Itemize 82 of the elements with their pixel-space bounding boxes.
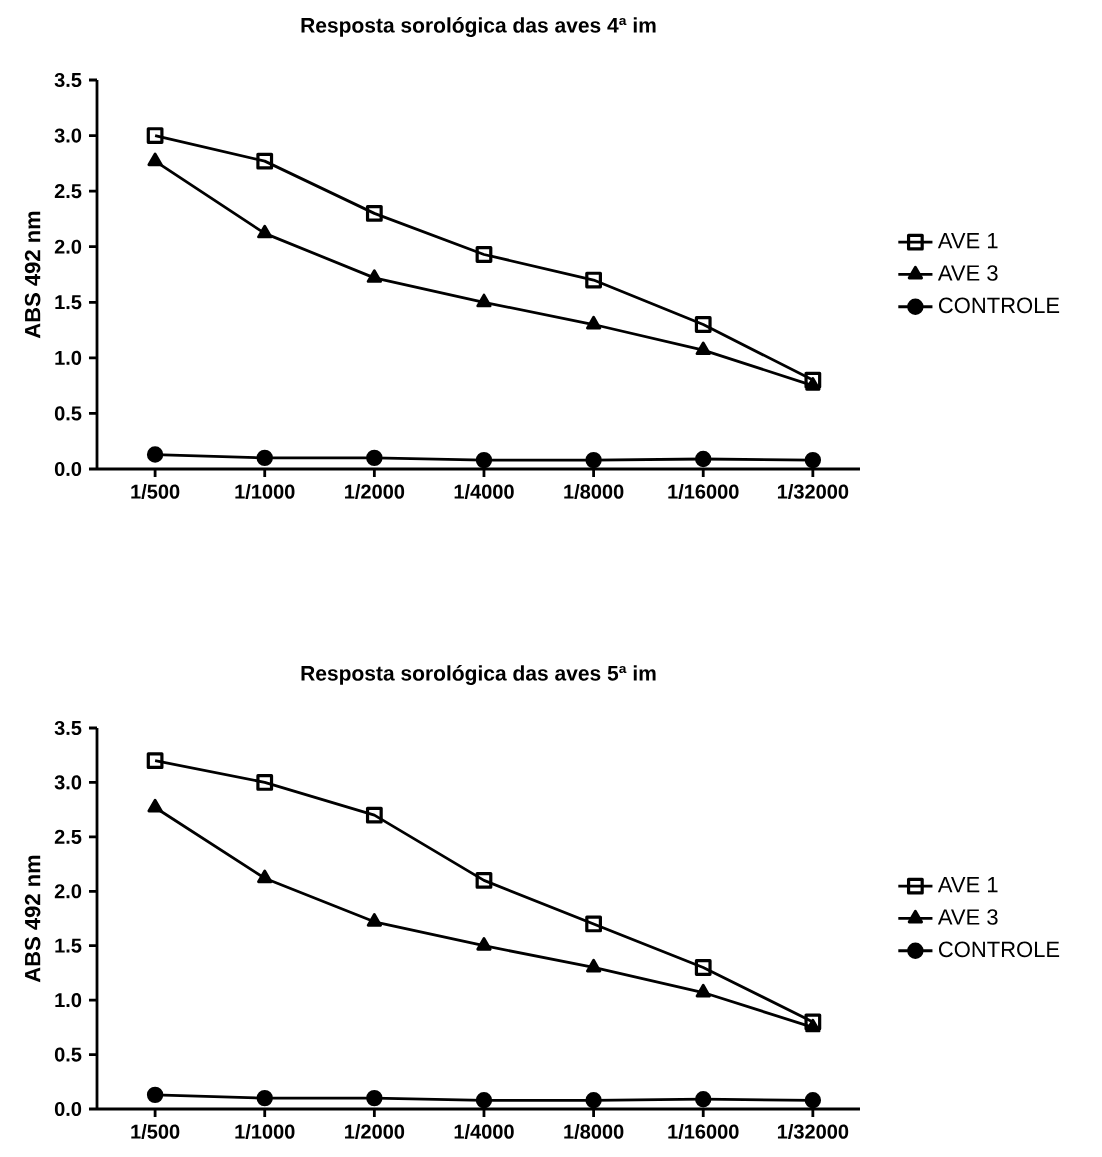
y-tick-label: 3.5 bbox=[54, 72, 82, 88]
point bbox=[804, 1013, 822, 1031]
point bbox=[146, 127, 164, 144]
chart-title: Resposta sorológica das aves 5ª im bbox=[301, 665, 656, 685]
x-tick-label: 1/32000 bbox=[777, 484, 849, 499]
x-tick-label: 1/2000 bbox=[345, 1124, 405, 1139]
point bbox=[476, 937, 492, 951]
x-tick-label: 1/32000 bbox=[777, 1124, 849, 1139]
legend-label: AVE 1 bbox=[937, 877, 998, 893]
x-tick-label: 1/500 bbox=[131, 484, 180, 499]
y-tick-label: 2.5 bbox=[54, 829, 82, 844]
x-tick-label: 1/500 bbox=[131, 1124, 180, 1139]
point bbox=[256, 774, 274, 791]
point bbox=[146, 752, 164, 770]
point bbox=[585, 1092, 602, 1109]
point bbox=[147, 798, 163, 813]
legend-label: AVE 1 bbox=[937, 233, 998, 249]
y-axis-title: ABS 492 nm bbox=[24, 855, 41, 983]
x-tick-label: 1/1000 bbox=[235, 484, 295, 499]
y-tick-label: 0.0 bbox=[54, 1101, 82, 1117]
point bbox=[475, 871, 493, 889]
y-tick-label: 2.0 bbox=[54, 239, 82, 254]
point bbox=[365, 204, 383, 222]
point bbox=[694, 316, 712, 333]
point bbox=[366, 449, 383, 467]
y-tick-label: 1.0 bbox=[55, 350, 82, 365]
y-axis-title: ABS 492 nm bbox=[24, 211, 41, 339]
point bbox=[256, 152, 274, 170]
point bbox=[585, 958, 602, 973]
point bbox=[256, 1089, 273, 1107]
y-tick-label: 3.5 bbox=[54, 720, 82, 736]
point bbox=[695, 983, 711, 998]
point bbox=[366, 1089, 383, 1107]
point bbox=[257, 869, 273, 884]
y-tick-label: 2.5 bbox=[54, 184, 82, 199]
point bbox=[147, 152, 163, 167]
point bbox=[365, 806, 383, 824]
y-tick-label: 3.0 bbox=[54, 128, 82, 143]
x-tick-label: 1/16000 bbox=[668, 484, 739, 499]
y-tick-label: 0.5 bbox=[54, 1047, 82, 1062]
y-tick-label: 1.0 bbox=[55, 993, 82, 1008]
chart-title: Resposta sorológica das aves 4ª im bbox=[301, 17, 656, 37]
x-tick-label: 1/2000 bbox=[345, 484, 405, 499]
legend-label: AVE 3 bbox=[937, 265, 998, 281]
x-tick-label: 1/4000 bbox=[454, 1124, 514, 1139]
x-tick-label: 1/8000 bbox=[564, 1124, 624, 1139]
y-tick-label: 2.0 bbox=[54, 884, 82, 899]
y-tick-label: 1.5 bbox=[55, 295, 82, 310]
legend-label: CONTROLE bbox=[938, 297, 1060, 314]
legend-label: AVE 3 bbox=[937, 909, 998, 925]
point bbox=[585, 315, 602, 330]
point bbox=[475, 451, 493, 469]
point bbox=[805, 377, 821, 391]
point bbox=[695, 450, 712, 468]
y-tick-label: 0.5 bbox=[54, 406, 82, 421]
y-tick-label: 1.5 bbox=[55, 938, 82, 953]
point bbox=[366, 269, 382, 283]
point bbox=[146, 1086, 164, 1104]
y-tick-label: 3.0 bbox=[54, 775, 82, 790]
x-tick-label: 1/4000 bbox=[454, 484, 514, 499]
y-tick-label: 0.0 bbox=[54, 461, 82, 477]
legend-label: CONTROLE bbox=[938, 941, 1060, 958]
point bbox=[257, 224, 273, 239]
point bbox=[804, 1092, 822, 1109]
x-tick-label: 1/1000 bbox=[235, 1124, 295, 1139]
point bbox=[476, 293, 492, 308]
point bbox=[804, 451, 822, 469]
point bbox=[695, 341, 711, 356]
point bbox=[366, 913, 382, 927]
point bbox=[146, 446, 164, 463]
point bbox=[256, 449, 273, 467]
point bbox=[475, 1092, 493, 1109]
x-tick-label: 1/8000 bbox=[564, 484, 624, 499]
point bbox=[804, 371, 822, 389]
point bbox=[585, 451, 602, 469]
point bbox=[475, 246, 493, 263]
point bbox=[805, 1018, 821, 1033]
point bbox=[694, 959, 712, 976]
point bbox=[585, 271, 602, 289]
point bbox=[585, 915, 602, 933]
point bbox=[695, 1091, 712, 1108]
x-tick-label: 1/16000 bbox=[668, 1124, 739, 1139]
